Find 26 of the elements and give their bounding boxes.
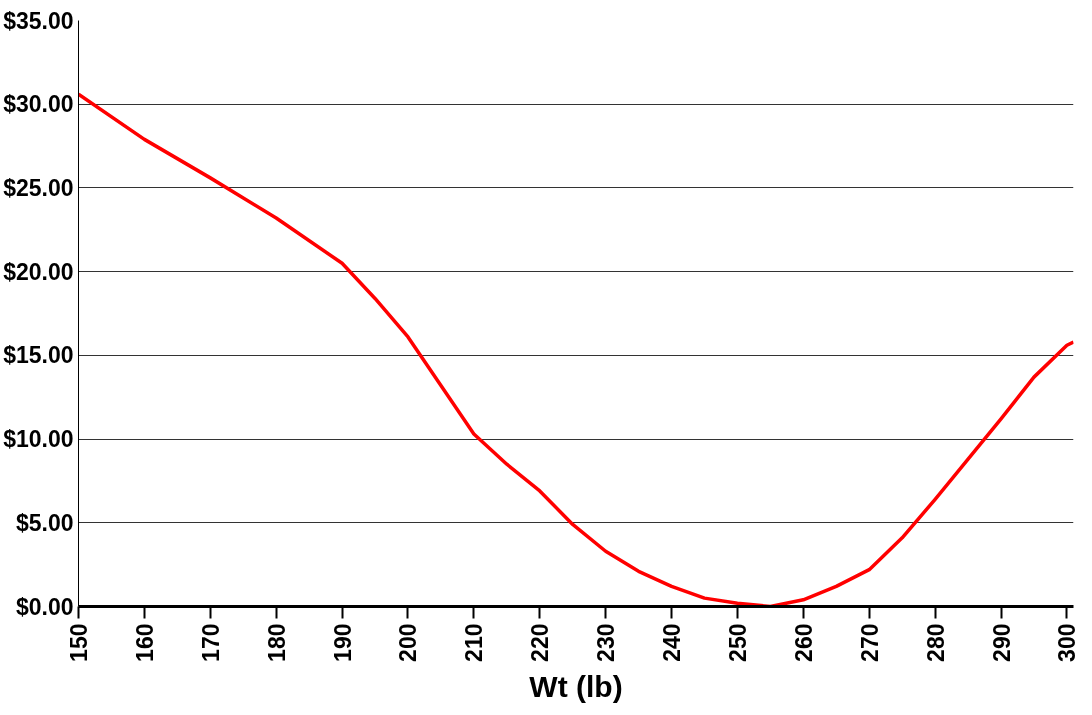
x-tick-label: 210 (461, 623, 488, 662)
x-tick-label: 230 (593, 623, 620, 662)
x-tick-label: 300 (1054, 623, 1081, 662)
x-tick-label: 250 (724, 623, 751, 662)
x-tick-label: 160 (131, 623, 158, 662)
y-tick-label: $5.00 (15, 509, 74, 536)
x-tick-label: 270 (856, 623, 883, 662)
y-tick-label: $25.00 (3, 174, 74, 201)
line-series (78, 92, 1074, 607)
y-tick-label: $30.00 (3, 91, 74, 118)
x-tick-label: 260 (790, 623, 817, 662)
x-tick-label: 190 (329, 623, 356, 662)
y-tick-label: $0.00 (15, 593, 74, 620)
y-tick-label: $10.00 (3, 426, 74, 453)
y-tick-label: $35.00 (3, 7, 74, 34)
y-tick-label: $15.00 (3, 342, 74, 369)
x-tick-label: 170 (197, 623, 224, 662)
x-tick-label: 150 (66, 623, 92, 662)
x-tick-label: 240 (659, 623, 686, 662)
x-tick-label: 290 (988, 623, 1015, 662)
x-tick-label: 280 (922, 623, 949, 662)
y-tick-label: $20.00 (3, 258, 74, 285)
x-tick-label: 220 (527, 623, 554, 662)
x-tick-label: 200 (395, 623, 422, 662)
x-tick-label: 180 (263, 623, 290, 662)
x-axis-title: Wt (lb) (529, 669, 623, 703)
